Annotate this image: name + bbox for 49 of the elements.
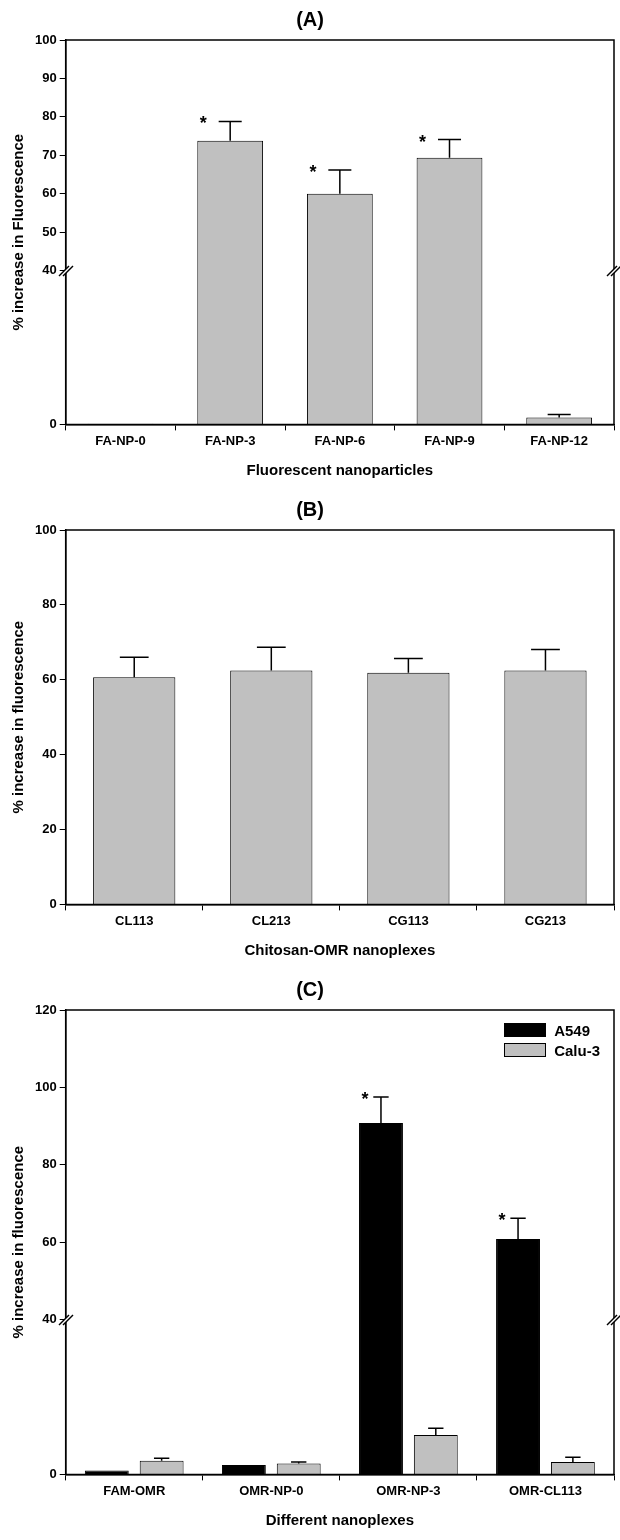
y-tick-label: 40 bbox=[42, 262, 57, 278]
y-tick-label: 60 bbox=[42, 1233, 57, 1249]
chart-title: (B) bbox=[296, 497, 324, 520]
y-tick-label: 60 bbox=[42, 185, 57, 201]
x-tick-label: OMR-NP-3 bbox=[376, 1482, 441, 1498]
legend-label: Calu-3 bbox=[554, 1041, 600, 1059]
y-tick-label: 0 bbox=[49, 1465, 57, 1481]
x-tick-label: FA-NP-12 bbox=[530, 432, 589, 448]
chart-title: (C) bbox=[296, 977, 324, 1000]
annotation: * bbox=[361, 1089, 369, 1110]
y-tick-label: 50 bbox=[42, 223, 57, 239]
annotation: * bbox=[419, 131, 427, 152]
y-tick-label: 20 bbox=[42, 821, 57, 837]
y-tick-label: 100 bbox=[34, 31, 57, 47]
y-tick-label: 90 bbox=[42, 70, 57, 86]
annotation: * bbox=[498, 1210, 506, 1231]
y-tick-label: 120 bbox=[34, 1001, 57, 1017]
chart-title: (A) bbox=[296, 7, 324, 30]
x-tick-label: CG113 bbox=[388, 912, 429, 928]
y-tick-label: 60 bbox=[42, 671, 57, 687]
y-tick-label: 40 bbox=[42, 1311, 57, 1327]
y-tick-label: 100 bbox=[34, 521, 57, 537]
y-tick-label: 40 bbox=[42, 746, 57, 762]
y-axis-title: % increase in fluorescence bbox=[9, 620, 27, 814]
y-tick-label: 0 bbox=[49, 895, 57, 911]
legend-label: A549 bbox=[554, 1021, 591, 1039]
y-axis-title: % increase in fluorescence bbox=[9, 1145, 27, 1339]
y-tick-label: 70 bbox=[42, 146, 57, 162]
y-tick-label: 100 bbox=[34, 1078, 57, 1094]
y-axis-title: % increase in Fluorescence bbox=[9, 133, 27, 331]
x-tick-label: FA-NP-6 bbox=[314, 432, 366, 448]
y-tick-label: 80 bbox=[42, 108, 57, 124]
x-tick-label: FAM-OMR bbox=[103, 1482, 166, 1498]
annotation: * bbox=[199, 113, 207, 134]
y-tick-label: 0 bbox=[49, 415, 57, 431]
x-tick-label: OMR-CL113 bbox=[508, 1482, 582, 1498]
x-axis-title: Fluorescent nanoparticles bbox=[246, 461, 434, 479]
x-axis-title: Different nanoplexes bbox=[265, 1511, 415, 1529]
annotation: * bbox=[309, 161, 317, 182]
x-tick-label: FA-NP-0 bbox=[95, 432, 146, 448]
x-tick-label: CG213 bbox=[524, 912, 567, 928]
x-tick-label: OMR-NP-0 bbox=[239, 1482, 304, 1498]
x-tick-label: FA-NP-3 bbox=[204, 432, 256, 448]
x-tick-label: CL113 bbox=[115, 912, 154, 928]
x-tick-label: FA-NP-9 bbox=[424, 432, 475, 448]
x-tick-label: CL213 bbox=[251, 912, 291, 928]
y-tick-label: 80 bbox=[42, 1156, 57, 1172]
y-tick-label: 80 bbox=[42, 596, 57, 612]
x-axis-title: Chitosan-OMR nanoplexes bbox=[244, 941, 436, 959]
